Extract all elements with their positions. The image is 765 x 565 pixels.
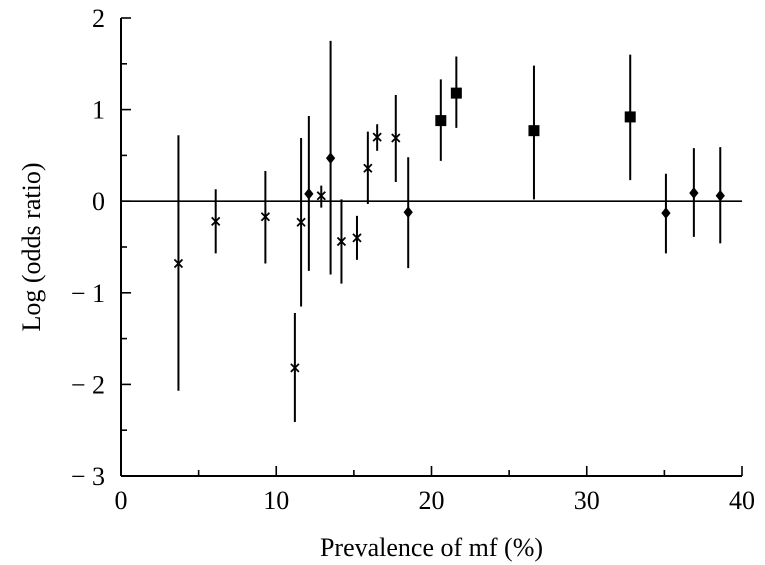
y-tick-label: 0 (92, 187, 105, 216)
cross-stroke (316, 191, 326, 201)
data-point-cross (173, 258, 184, 269)
x-tick-label: 40 (729, 486, 755, 515)
data-point-cross (391, 133, 401, 143)
y-tick-label: − 1 (71, 279, 105, 308)
data-point-square (450, 87, 462, 99)
x-tick-label: 20 (419, 486, 445, 515)
cross-stroke (211, 216, 221, 226)
cross-stroke (363, 163, 373, 173)
cross-stroke (391, 133, 401, 143)
cross-stroke (296, 217, 306, 227)
data-point-square (624, 111, 636, 123)
y-tick-label: − 3 (71, 462, 105, 491)
y-tick-label: 2 (92, 4, 105, 33)
data-point-cross (372, 132, 382, 142)
x-tick-label: 0 (115, 486, 128, 515)
x-axis-title: Prevalence of mf (%) (320, 533, 543, 562)
cross-stroke (372, 132, 382, 142)
data-point-cross (316, 191, 326, 201)
cross-stroke (352, 233, 362, 243)
data-point-cross (211, 216, 221, 226)
data-point-square (528, 125, 540, 137)
data-point-cross (290, 363, 300, 373)
data-point-diamond (325, 152, 336, 164)
data-point-cross (352, 233, 362, 243)
data-point-diamond (715, 189, 725, 202)
cross-stroke (290, 363, 300, 373)
data-point-cross (296, 217, 306, 227)
cross-stroke (260, 212, 271, 222)
cross-stroke (173, 258, 184, 269)
data-point-diamond (403, 206, 413, 218)
data-point-diamond (304, 188, 314, 200)
y-axis-title: Log (odds ratio) (17, 163, 46, 332)
data-marks (173, 40, 725, 422)
x-tick-label: 10 (263, 486, 289, 515)
data-point-cross (260, 212, 271, 222)
data-point-square (435, 115, 447, 127)
cross-stroke (336, 236, 347, 247)
x-tick-label: 30 (574, 486, 600, 515)
data-point-cross (363, 163, 373, 173)
y-tick-label: − 2 (71, 370, 105, 399)
data-point-diamond (661, 207, 671, 219)
y-tick-label: 1 (92, 96, 105, 125)
data-point-diamond (689, 187, 699, 199)
data-point-cross (336, 236, 347, 247)
